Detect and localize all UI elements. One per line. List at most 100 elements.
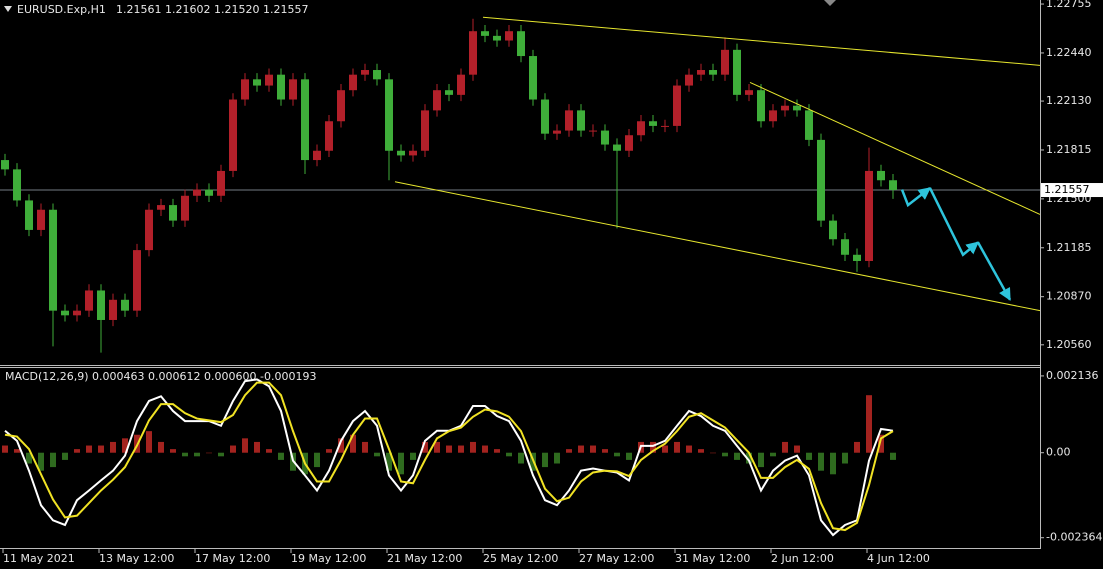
histogram-bar <box>722 452 728 457</box>
candle-body <box>445 90 453 95</box>
candle-body <box>61 310 69 316</box>
histogram-bar <box>158 441 164 453</box>
histogram-bar <box>206 452 212 454</box>
trendline <box>749 81 1041 215</box>
candle-body <box>205 189 213 196</box>
candle-body <box>457 74 465 95</box>
y-tick-label: 1.20560 <box>1046 338 1092 351</box>
candle-body <box>145 209 153 251</box>
histogram-bar <box>830 452 836 475</box>
histogram-bar <box>50 452 56 468</box>
histogram-bar <box>194 452 200 457</box>
histogram-bar <box>866 395 872 453</box>
histogram-bar <box>38 452 44 471</box>
candle-body <box>529 56 537 100</box>
candle-body <box>733 49 741 95</box>
candle-body <box>673 85 681 126</box>
histogram-bar <box>422 441 428 453</box>
x-tick-label: 19 May 12:00 <box>291 552 366 565</box>
candle-body <box>421 110 429 151</box>
candle-body <box>157 205 165 210</box>
candle-body <box>721 49 729 75</box>
candle-body <box>85 290 93 311</box>
histogram-bar <box>650 441 656 453</box>
candle-body <box>13 169 21 201</box>
histogram-bar <box>698 449 704 453</box>
histogram-bar <box>578 445 584 453</box>
candle-body <box>793 105 801 111</box>
histogram-bar <box>398 452 404 475</box>
histogram-bar <box>170 449 176 453</box>
x-tick-label: 11 May 2021 <box>3 552 75 565</box>
histogram-bar <box>842 452 848 464</box>
candle-body <box>469 31 477 75</box>
candle-body <box>289 79 297 100</box>
macd-line <box>4 381 894 532</box>
candle-body <box>313 150 321 161</box>
candle-body <box>349 74 357 91</box>
histogram-bar <box>326 449 332 453</box>
candle-body <box>109 299 117 320</box>
candle-body <box>637 121 645 136</box>
forecast-arrow <box>900 187 931 208</box>
histogram-bar <box>734 452 740 460</box>
candle-body <box>433 90 441 111</box>
trendline <box>482 16 1041 66</box>
histogram-bar <box>470 441 476 453</box>
candle-body <box>745 90 753 95</box>
histogram-bar <box>854 441 860 453</box>
histogram-bar <box>674 441 680 453</box>
histogram-bar <box>458 445 464 453</box>
histogram-bar <box>218 452 224 457</box>
histogram-bar <box>410 452 416 460</box>
candle-body <box>169 205 177 221</box>
histogram-bar <box>590 445 596 453</box>
candle-body <box>97 290 105 320</box>
histogram-bar <box>710 452 716 454</box>
histogram-bar <box>86 445 92 453</box>
candle-body <box>409 150 417 156</box>
x-tick-label: 31 May 12:00 <box>675 552 750 565</box>
histogram-bar <box>434 441 440 453</box>
histogram-bar <box>806 452 812 460</box>
histogram-bar <box>566 449 572 453</box>
candle-body <box>889 180 897 191</box>
candle-body <box>817 139 825 221</box>
current-price-label: 1.21557 <box>1044 183 1090 196</box>
candle-body <box>193 189 201 196</box>
y-tick-label: 1.20870 <box>1046 290 1092 303</box>
candle-body <box>805 110 813 140</box>
macd-label: MACD(12,26,9) 0.000463 0.000612 0.000600… <box>5 370 316 383</box>
histogram-bar <box>74 449 80 453</box>
histogram-bar <box>758 452 764 468</box>
candle-body <box>361 70 369 75</box>
histogram-bar <box>662 445 668 453</box>
candle-body <box>517 31 525 57</box>
histogram-bar <box>146 431 152 453</box>
candle-body <box>613 144 621 151</box>
y-tick-label: -0.002364 <box>1046 531 1102 544</box>
collapse-icon[interactable] <box>4 6 12 12</box>
histogram-bar <box>554 452 560 464</box>
y-tick-label: 1.21815 <box>1046 143 1092 156</box>
candle-body <box>1 160 9 170</box>
forecast-arrow <box>976 241 1012 301</box>
candle-body <box>553 130 561 134</box>
histogram-bar <box>338 438 344 453</box>
candle-body <box>601 130 609 145</box>
histogram-bar <box>770 452 776 457</box>
shift-marker[interactable] <box>824 0 836 6</box>
histogram-bar <box>110 441 116 453</box>
candle-body <box>493 35 501 41</box>
histogram-bar <box>602 449 608 453</box>
histogram-bar <box>506 452 512 457</box>
candle-body <box>661 125 669 127</box>
current-price-box <box>1041 183 1103 198</box>
histogram-bar <box>230 445 236 453</box>
histogram-bar <box>2 445 8 453</box>
histogram-bar <box>98 445 104 453</box>
symbol-label: EURUSD.Exp,H1 <box>17 3 106 16</box>
candle-body <box>769 110 777 122</box>
x-tick-label: 17 May 12:00 <box>195 552 270 565</box>
